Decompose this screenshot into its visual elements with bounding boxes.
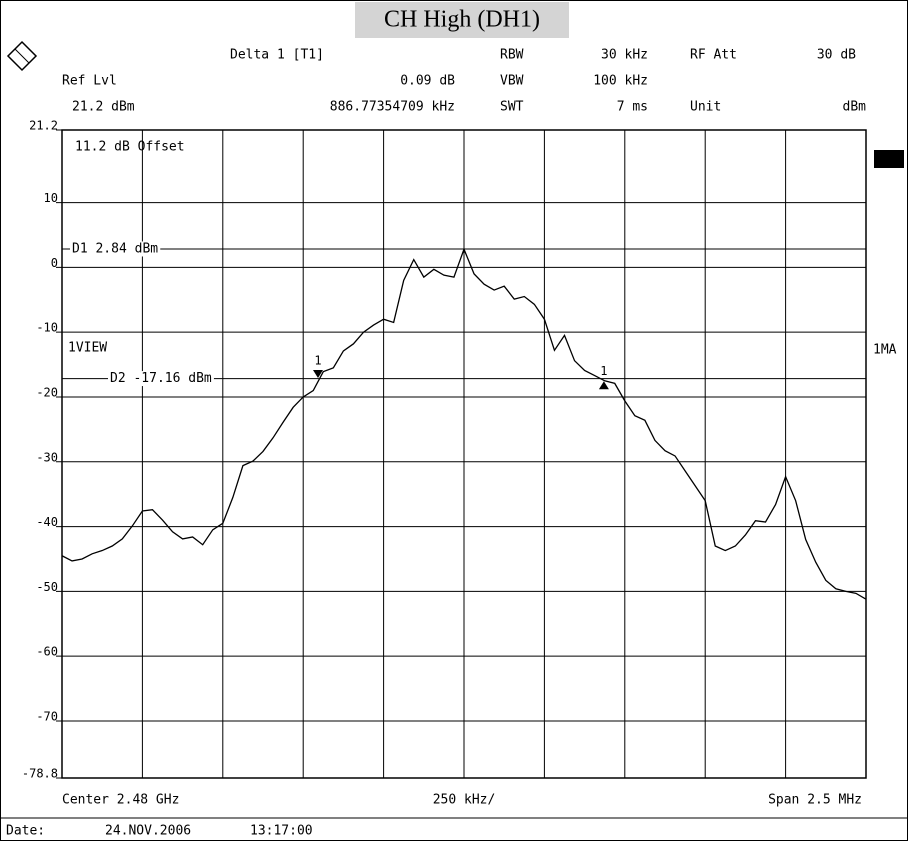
trace [61,247,867,600]
y-tick-label: 0 [51,256,58,270]
y-tick-label: -78.8 [22,767,58,781]
info: SWT [500,100,524,115]
info: Ref Lvl [62,74,117,89]
y-tick-label: 21.2 [29,119,58,133]
info: Delta 1 [T1] [230,48,324,63]
info: 886.77354709 kHz [330,100,455,115]
info: Unit [690,100,721,115]
info: VBW [500,74,524,89]
info: dBm [843,100,867,115]
y-tick-label: -60 [36,645,58,659]
info: RF Att [690,48,737,63]
ref-label-bg [70,241,161,257]
info: Center 2.48 GHz [62,793,179,808]
info: 24.NOV.2006 [105,824,191,839]
info: Date: [6,824,45,839]
y-tick-label: -40 [36,515,58,529]
title-bg [355,2,569,38]
plot-frame [61,129,867,779]
indicator [874,150,904,168]
info: 13:17:00 [250,824,313,839]
chart-title: CH High (DH1) [384,7,540,33]
info: 11.2 dB Offset [75,140,185,155]
y-tick-label: -30 [36,450,58,464]
y-tick-label: -50 [36,580,58,594]
ref-label: D1 2.84 dBm [72,241,158,256]
ref-label: D2 -17.16 dBm [110,371,212,386]
logo [6,40,38,72]
info: 100 kHz [593,74,648,89]
marker-label: 1 [600,364,607,378]
y-tick-label: -20 [36,385,58,399]
y-tick-label: -10 [36,321,58,335]
info: 0.09 dB [400,74,455,89]
y-tick-label: -70 [36,709,58,723]
marker [312,369,323,378]
info: 250 kHz/ [433,793,496,808]
marker-label: 1 [314,353,321,367]
ref-label-bg [108,371,214,387]
info: 30 kHz [601,48,648,63]
info: 1MA [873,343,897,358]
info: 1VIEW [68,341,107,356]
info: 7 ms [617,100,648,115]
marker [598,381,609,390]
info: 21.2 dBm [72,100,135,115]
info: RBW [500,48,524,63]
info: Span 2.5 MHz [768,793,862,808]
info: 30 dB [817,48,856,63]
y-tick-label: 10 [44,191,58,205]
